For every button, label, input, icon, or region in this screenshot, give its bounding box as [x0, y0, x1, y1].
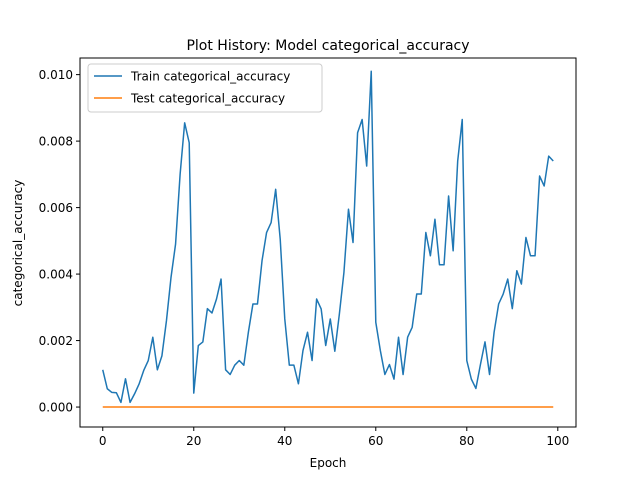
x-tick-label: 40	[277, 434, 292, 448]
x-tick-label: 20	[186, 434, 201, 448]
chart-title: Plot History: Model categorical_accuracy	[186, 38, 469, 54]
y-tick-label: 0.004	[39, 268, 73, 282]
y-axis-label: categorical_accuracy	[11, 180, 25, 307]
x-axis: 0 20 40 60 80 100	[99, 427, 569, 448]
y-tick-label: 0.002	[39, 334, 73, 348]
y-tick-label: 0.010	[39, 68, 73, 82]
x-tick-label: 80	[459, 434, 474, 448]
legend-box	[87, 63, 323, 113]
legend-label-train: Train categorical_accuracy	[130, 70, 290, 84]
legend: Train categorical_accuracy Test categori…	[87, 63, 323, 113]
series-line-train	[102, 70, 554, 404]
legend-label-test: Test categorical_accuracy	[130, 92, 285, 106]
x-tick-label: 60	[368, 434, 383, 448]
y-tick-label: 0.006	[39, 201, 73, 215]
series-lines	[102, 70, 554, 408]
x-tick-label: 100	[546, 434, 569, 448]
y-axis: 0.000 0.002 0.004 0.006 0.008 0.010	[39, 68, 80, 415]
y-tick-label: 0.008	[39, 135, 73, 149]
x-tick-label: 0	[99, 434, 107, 448]
y-tick-label: 0.000	[39, 401, 73, 415]
x-axis-label: Epoch	[310, 456, 347, 470]
plot-area-frame	[79, 57, 577, 428]
